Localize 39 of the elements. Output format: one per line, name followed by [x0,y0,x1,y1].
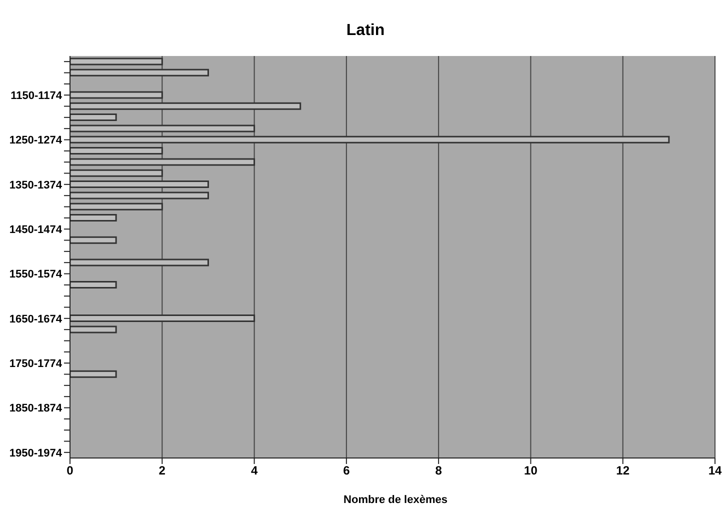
y-tick-label: 1850-1874 [9,402,63,415]
bar [70,214,117,222]
y-tick-label: 1250-1274 [9,134,63,147]
bar [70,91,163,99]
bar [70,202,163,210]
bar [70,192,209,200]
y-tick-label: 1350-1374 [9,179,63,192]
bar [70,114,117,122]
bar [70,147,163,155]
bar [70,314,256,322]
bar [70,281,117,289]
x-axis-title: Nombre de lexèmes [342,494,448,506]
x-tick-label: 10 [524,464,538,478]
x-tick-label: 4 [250,464,258,478]
y-tick-label: 1450-1474 [9,224,63,236]
x-tick-label: 14 [708,464,722,478]
bar [70,158,256,166]
bar [70,258,209,266]
y-tick-label: 1650-1674 [9,313,63,326]
y-tick-label: 1750-1774 [9,358,63,370]
x-tick-label: 12 [616,464,630,478]
x-tick-label: 2 [158,464,166,478]
bar [70,102,302,110]
y-tick-label: 1950-1974 [9,447,63,460]
y-tick-label: 1550-1574 [9,268,63,281]
x-tick-label: 6 [343,464,350,478]
x-tick-label: 0 [66,464,74,478]
y-tick-label: 1150-1174 [10,90,63,102]
bar [70,68,209,76]
bar [70,124,256,132]
chart-title: Latin [345,21,386,41]
bar [70,326,117,334]
bar [70,169,163,177]
bar [70,236,117,244]
bar [70,136,670,144]
bar [70,58,163,66]
bar [70,370,117,378]
x-tick-label: 8 [435,464,442,478]
bar [70,180,209,188]
